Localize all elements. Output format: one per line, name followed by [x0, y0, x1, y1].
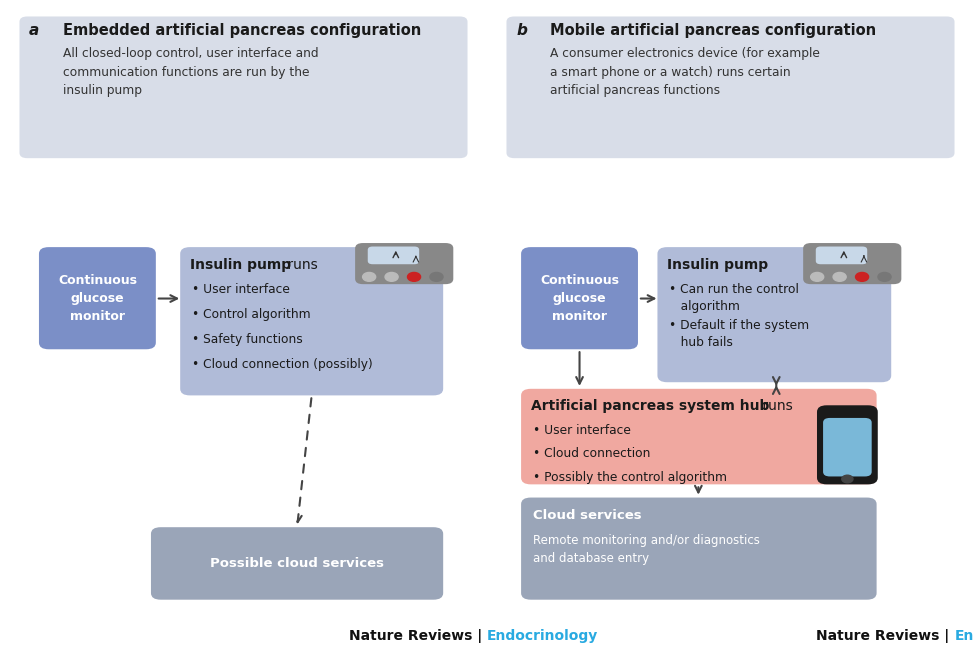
Text: Insulin pump: Insulin pump	[667, 258, 768, 272]
Text: Insulin pump: Insulin pump	[190, 258, 291, 272]
Circle shape	[878, 272, 891, 281]
FancyBboxPatch shape	[180, 247, 443, 395]
Text: Artificial pancreas system hub: Artificial pancreas system hub	[531, 399, 769, 413]
FancyBboxPatch shape	[521, 247, 638, 349]
Text: A consumer electronics device (for example
a smart phone or a watch) runs certai: A consumer electronics device (for examp…	[550, 47, 820, 98]
Text: Possible cloud services: Possible cloud services	[210, 557, 384, 570]
Circle shape	[842, 475, 853, 483]
Circle shape	[362, 272, 376, 281]
FancyBboxPatch shape	[817, 405, 878, 484]
Text: Cloud services: Cloud services	[533, 509, 642, 523]
Text: • Safety functions: • Safety functions	[192, 333, 303, 346]
Text: • User interface: • User interface	[533, 424, 630, 438]
Text: Continuous
glucose
monitor: Continuous glucose monitor	[540, 273, 619, 323]
Circle shape	[833, 272, 846, 281]
Text: a: a	[29, 23, 40, 38]
Text: Remote monitoring and/or diagnostics
and database entry: Remote monitoring and/or diagnostics and…	[533, 534, 760, 565]
FancyBboxPatch shape	[506, 16, 955, 158]
Text: All closed-loop control, user interface and
communication functions are run by t: All closed-loop control, user interface …	[63, 47, 318, 98]
Text: • Default if the system
   hub fails: • Default if the system hub fails	[669, 319, 809, 349]
Circle shape	[430, 272, 443, 281]
Circle shape	[385, 272, 398, 281]
Text: runs: runs	[758, 399, 793, 413]
FancyBboxPatch shape	[39, 247, 156, 349]
Text: Nature Reviews |: Nature Reviews |	[349, 629, 487, 643]
Text: b: b	[516, 23, 527, 38]
Text: • Cloud connection (possibly): • Cloud connection (possibly)	[192, 358, 373, 371]
FancyBboxPatch shape	[804, 243, 901, 284]
Text: Nature Reviews |: Nature Reviews |	[816, 629, 955, 643]
FancyBboxPatch shape	[356, 243, 453, 284]
FancyBboxPatch shape	[19, 16, 468, 158]
Text: • User interface: • User interface	[192, 283, 289, 296]
Text: Continuous
glucose
monitor: Continuous glucose monitor	[57, 273, 137, 323]
Circle shape	[855, 272, 869, 281]
FancyBboxPatch shape	[151, 527, 443, 600]
FancyBboxPatch shape	[823, 418, 872, 476]
Text: • Possibly the control algorithm: • Possibly the control algorithm	[533, 471, 727, 484]
Text: Mobile artificial pancreas configuration: Mobile artificial pancreas configuration	[550, 23, 877, 38]
Text: • Can run the control
   algorithm: • Can run the control algorithm	[669, 283, 799, 313]
Text: Endocrinology: Endocrinology	[955, 629, 974, 643]
Text: runs: runs	[283, 258, 318, 272]
Circle shape	[810, 272, 824, 281]
FancyBboxPatch shape	[521, 498, 877, 600]
FancyBboxPatch shape	[368, 246, 419, 264]
Text: Embedded artificial pancreas configuration: Embedded artificial pancreas configurati…	[63, 23, 422, 38]
Text: Endocrinology: Endocrinology	[487, 629, 598, 643]
Text: • Cloud connection: • Cloud connection	[533, 447, 651, 461]
FancyBboxPatch shape	[521, 389, 877, 484]
FancyBboxPatch shape	[816, 246, 867, 264]
FancyBboxPatch shape	[657, 247, 891, 382]
Text: • Control algorithm: • Control algorithm	[192, 308, 311, 321]
Circle shape	[407, 272, 421, 281]
